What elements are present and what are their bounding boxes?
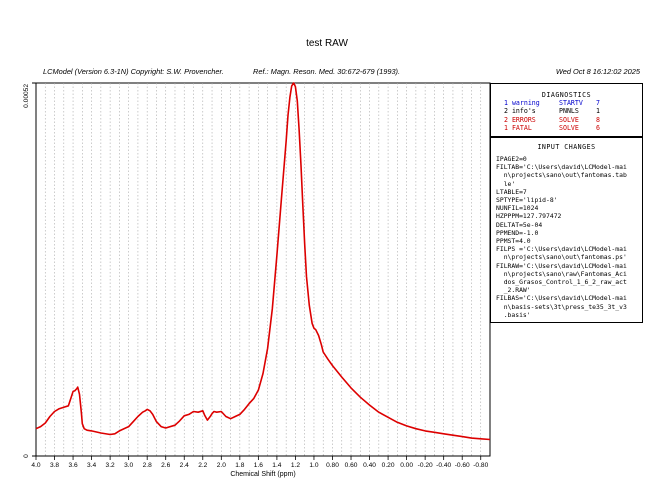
- y-tick-label: 0.00052: [23, 84, 30, 108]
- input-change-line: dos_Grasos_Control_1_6_2_raw_act: [496, 278, 627, 287]
- x-tick-label: 3.8: [50, 462, 59, 469]
- x-tick-label: -0.40: [436, 462, 451, 469]
- diagnostic-code: 8: [596, 115, 600, 124]
- input-change-line: IPAGE2=0: [496, 155, 527, 163]
- program-info: LCModel (Version 6.3-1N) Copyright: S.W.…: [43, 67, 224, 76]
- input-change-line: FILBAS='C:\Users\david\LCModel-mai: [496, 294, 627, 303]
- input-change-line: FILRAW='C:\Users\david\LCModel-mai: [496, 261, 627, 270]
- diagnostics-list: 1 warning STARTV 7 2 info's PNNLS 1 2 ERRORS SO…: [491, 99, 642, 132]
- input-change-line: FILTAB='C:\Users\david\LCModel-mai: [496, 163, 627, 172]
- input-change-line: PPMST=4.0: [496, 237, 531, 246]
- diagnostic-routine: STARTV: [559, 99, 583, 107]
- diagnostic-count: 2 ERRORS: [504, 115, 536, 124]
- x-tick-label: 4.0: [31, 462, 40, 469]
- x-tick-label: 3.0: [124, 462, 133, 469]
- diagnostic-routine: SOLVE: [559, 115, 579, 124]
- input-change-line: le': [496, 179, 516, 188]
- x-axis-label: Chemical Shift (ppm): [230, 471, 296, 478]
- x-tick-label: -0.60: [455, 462, 470, 469]
- x-tick-label: 2.6: [161, 462, 170, 469]
- diagnostic-code: 1: [596, 107, 600, 116]
- x-tick-label: 1.2: [291, 462, 300, 469]
- chart-title: test RAW: [306, 38, 348, 49]
- run-date: Wed Oct 8 16:12:02 2025: [555, 67, 640, 76]
- input-changes-title: INPUT CHANGES: [537, 143, 596, 151]
- x-tick-label: 0.40: [363, 462, 376, 469]
- spectrum-line: [35, 82, 491, 441]
- input-changes-list: IPAGE2=0 FILTAB='C:\Users\david\LCModel-m…: [491, 155, 642, 319]
- input-change-line: PPMEND=-1.0: [496, 228, 539, 237]
- diagnostic-code: 7: [596, 99, 600, 107]
- input-changes-panel: INPUT CHANGES IPAGE2=0 FILTAB='C:\Users\d…: [490, 137, 643, 323]
- x-tick-label: 1.8: [235, 462, 244, 469]
- diagnostic-row: 2 info's PNNLS 1: [491, 107, 642, 115]
- input-change-line: LTABLE=7: [496, 187, 527, 196]
- diagnostic-routine: PNNLS: [559, 107, 579, 116]
- x-tick-label: -0.80: [473, 462, 488, 469]
- diagnostic-row: 1 FATAL SOLVE 6: [491, 124, 642, 132]
- diagnostic-row: 1 warning STARTV 7: [491, 99, 642, 107]
- x-tick-label: 0.20: [382, 462, 395, 469]
- diagnostic-routine: SOLVE: [559, 123, 579, 132]
- input-change-line: HZPPPM=127.797472: [496, 212, 562, 221]
- diagnostic-count: 1 warning: [504, 99, 540, 107]
- reference-info: Ref.: Magn. Reson. Med. 30:672-679 (1993…: [253, 67, 401, 76]
- input-change-line: n\basis-sets\3t\press_te35_3t_v3: [496, 302, 627, 311]
- x-tick-label: 0.60: [345, 462, 358, 469]
- x-tick-label: 2.8: [143, 462, 152, 469]
- input-change-line: DELTAT=5e-04: [496, 220, 543, 229]
- x-tick-label: 1.0: [309, 462, 318, 469]
- input-change-line: _2.RAW': [496, 286, 531, 295]
- diagnostics-title: DIAGNOSTICS: [541, 91, 592, 99]
- x-tick-label: 0.00: [400, 462, 413, 469]
- input-change-line: SPTYPE='lipid-8': [496, 196, 558, 205]
- diagnostic-count: 2 info's: [504, 107, 536, 116]
- x-tick-label: 1.6: [254, 462, 263, 469]
- input-change-line: .basis': [496, 310, 531, 319]
- x-tick-label: 2.2: [198, 462, 207, 469]
- input-change-line: NUNFIL=1024: [496, 204, 539, 213]
- input-change-line: n\projects\sano\out\fantomas.tab: [496, 171, 627, 180]
- x-tick-label: 0.80: [326, 462, 339, 469]
- x-tick-label: 2.0: [217, 462, 226, 469]
- diagnostic-code: 6: [596, 123, 600, 132]
- x-tick-label: 3.6: [68, 462, 77, 469]
- diagnostic-count: 1 FATAL: [504, 123, 532, 132]
- diagnostics-panel: DIAGNOSTICS 1 warning STARTV 7 2 info's PNNL…: [490, 83, 643, 137]
- y-tick-label: 0: [23, 454, 30, 458]
- x-tick-label: 2.4: [180, 462, 189, 469]
- diagnostic-row: 2 ERRORS SOLVE 8: [491, 116, 642, 124]
- x-tick-label: 3.4: [87, 462, 96, 469]
- plot-frame: [35, 82, 491, 457]
- input-change-line: FILPS ='C:\Users\david\LCModel-mai: [496, 245, 627, 254]
- x-tick-label: -0.20: [418, 462, 433, 469]
- x-tick-label: 1.4: [272, 462, 281, 469]
- x-tick-label: 3.2: [106, 462, 115, 469]
- input-change-line: n\projects\sano\out\fantomas.ps': [496, 253, 627, 262]
- input-change-line: n\projects\sano\raw\Fantomas_Aci: [496, 269, 627, 278]
